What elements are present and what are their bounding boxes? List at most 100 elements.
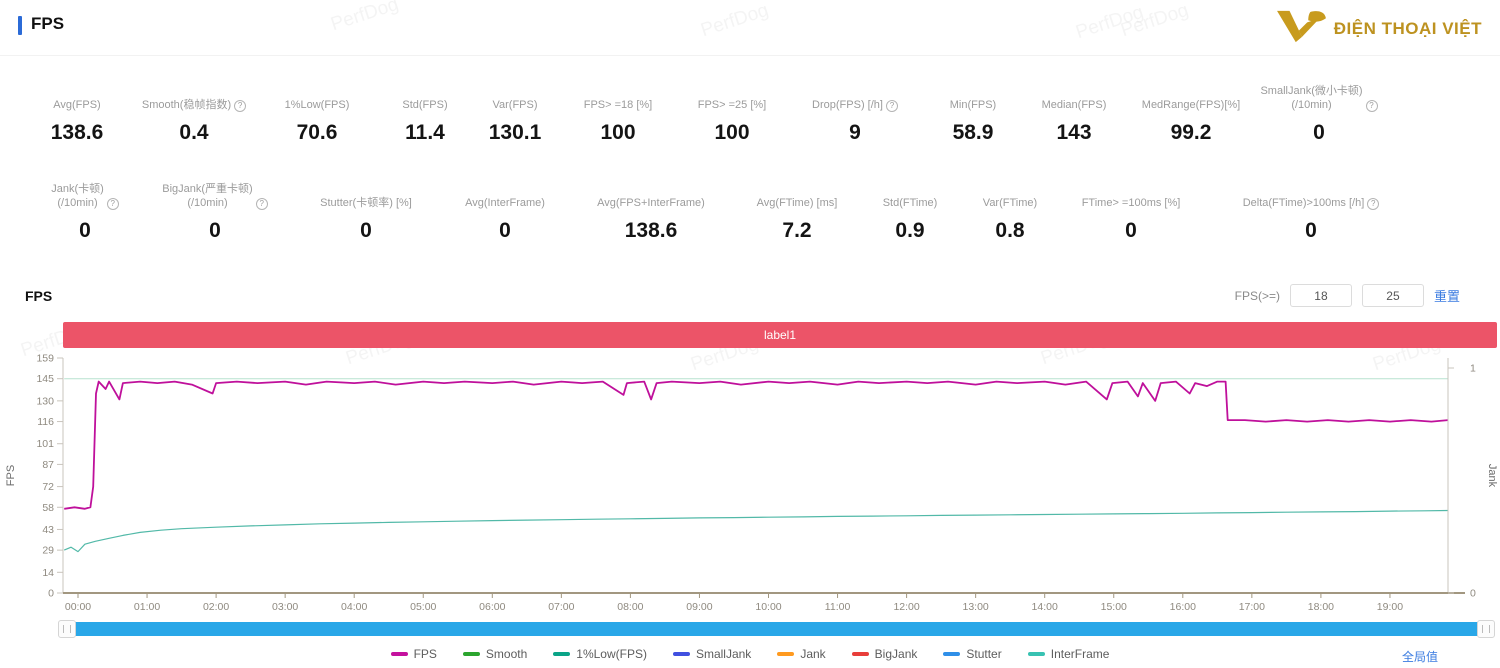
legend-item-1%low-fps-[interactable]: 1%Low(FPS) bbox=[553, 647, 647, 661]
legend-item-jank[interactable]: Jank bbox=[777, 647, 826, 661]
legend-label: Jank bbox=[800, 647, 826, 661]
axis-tick-label: 07:00 bbox=[548, 601, 574, 613]
title-accent-bar bbox=[18, 16, 22, 35]
axis-tick-label: 03:00 bbox=[272, 601, 298, 613]
axis-tick-label: 01:00 bbox=[134, 601, 160, 613]
chart-range-scrollbar[interactable] bbox=[63, 622, 1492, 636]
chart-label-text: label1 bbox=[763, 328, 797, 342]
axis-tick-label: 72 bbox=[42, 481, 54, 493]
stat-label: FPS> =18 [%] bbox=[583, 99, 653, 111]
legend-swatch-icon bbox=[462, 652, 480, 656]
axis-tick-label: 0 bbox=[48, 588, 54, 600]
axis-tick-label: 15:00 bbox=[1101, 601, 1127, 613]
stat-label: Delta(FTime)>100ms [/h]? bbox=[1243, 182, 1380, 210]
stat-value: 0.8 bbox=[995, 219, 1025, 242]
stat-1%low-fps-: 1%Low(FPS) 70.6 bbox=[252, 84, 382, 145]
stat-value: 9 bbox=[849, 121, 861, 144]
stat-value: 0 bbox=[209, 219, 221, 242]
stat-label: Var(FPS) bbox=[492, 99, 538, 111]
axis-tick-label: 1 bbox=[1470, 363, 1476, 375]
reset-link[interactable]: 重置 bbox=[1433, 289, 1460, 304]
fps-time-chart[interactable]: 0 14 29 43 58 72 87 101 116 130 145 159 0 1 00:00 01:00… bbox=[0, 352, 1500, 620]
legend-item-stutter[interactable]: Stutter bbox=[943, 647, 1002, 661]
axis-tick-label: 11:00 bbox=[825, 601, 851, 613]
stat-value: 0 bbox=[499, 219, 511, 242]
stat-value: 0 bbox=[1305, 219, 1317, 242]
stat-stutter-%-: Stutter(卡顿率) [%] 0 bbox=[278, 182, 454, 243]
stat-label: Stutter(卡顿率) [%] bbox=[320, 197, 412, 209]
question-icon[interactable]: ? bbox=[1367, 198, 1380, 210]
stat-value: 138.6 bbox=[624, 219, 678, 242]
stat-value: 0 bbox=[1125, 219, 1137, 242]
stat-label: Var(FTime) bbox=[982, 197, 1038, 209]
stat-avg-ftime-ms-: Avg(FTime) [ms] 7.2 bbox=[746, 182, 848, 243]
question-icon[interactable]: ? bbox=[1365, 100, 1378, 112]
axis-tick-label: 12:00 bbox=[893, 601, 919, 613]
stat-std-fps-: Std(FPS) 11.4 bbox=[382, 84, 468, 145]
question-icon[interactable]: ? bbox=[255, 198, 268, 210]
question-icon[interactable]: ? bbox=[106, 198, 119, 210]
chart-legend: FPS Smooth 1%Low(FPS) SmallJank Jank BigJank S… bbox=[0, 647, 1500, 661]
stat-label: Avg(FPS) bbox=[53, 99, 101, 111]
stat-ftime-100ms-%-: FTime> =100ms [%] 0 bbox=[1048, 182, 1214, 243]
axis-tick-label: 06:00 bbox=[479, 601, 505, 613]
axis-tick-label: 101 bbox=[36, 438, 54, 450]
stat-value: 0.9 bbox=[895, 219, 925, 242]
legend-label: SmallJank bbox=[695, 647, 752, 661]
axis-tick-label: 08:00 bbox=[617, 601, 643, 613]
brand-logo-text: ĐIỆN THOẠI VIỆT bbox=[1333, 18, 1482, 38]
stat-median-fps-: Median(FPS) 143 bbox=[1026, 84, 1122, 145]
question-icon[interactable]: ? bbox=[885, 100, 898, 112]
legend-item-bigjank[interactable]: BigJank bbox=[851, 647, 917, 661]
axis-tick-label: 19:00 bbox=[1377, 601, 1403, 613]
stat-value: 100 bbox=[714, 121, 750, 144]
stat-jank-10min-: Jank(卡顿) (/10min)? 0 bbox=[18, 182, 152, 243]
brand-logo: ĐIỆN THOẠI VIỆT bbox=[1276, 6, 1482, 51]
axis-tick-label: 87 bbox=[42, 459, 54, 471]
legend-item-smalljank[interactable]: SmallJank bbox=[672, 647, 752, 661]
stat-bigjank-10min-: BigJank(严重卡顿) (/10min)? 0 bbox=[152, 182, 278, 243]
stat-value: 0 bbox=[360, 219, 372, 242]
legend-swatch-icon bbox=[943, 652, 961, 656]
fps-threshold-input-2[interactable] bbox=[1361, 284, 1424, 307]
stat-label: 1%Low(FPS) bbox=[284, 99, 350, 111]
axis-tick-label: 116 bbox=[37, 416, 54, 428]
axis-tick-label: 14:00 bbox=[1032, 601, 1058, 613]
series-line-interframe bbox=[63, 509, 1449, 553]
axis-tick-label: 0 bbox=[1470, 588, 1476, 600]
fps-threshold-input-1[interactable] bbox=[1289, 284, 1352, 307]
stat-label: Jank(卡顿) (/10min)? bbox=[51, 182, 119, 210]
stat-label: Min(FPS) bbox=[949, 99, 997, 111]
stat-label: Median(FPS) bbox=[1041, 99, 1107, 111]
scrollbar-right-handle[interactable] bbox=[1477, 620, 1495, 638]
axis-tick-label: Jank bbox=[1486, 464, 1498, 488]
stat-value: 11.4 bbox=[405, 121, 445, 144]
brand-logo-icon bbox=[1276, 6, 1328, 51]
scrollbar-left-handle[interactable] bbox=[58, 620, 76, 638]
legend-swatch-icon bbox=[777, 652, 795, 656]
stat-avg-fps-interframe-: Avg(FPS+InterFrame) 138.6 bbox=[556, 182, 746, 243]
legend-swatch-icon bbox=[1027, 652, 1045, 656]
legend-item-fps[interactable]: FPS bbox=[390, 647, 437, 661]
legend-swatch-icon bbox=[672, 652, 690, 656]
stat-min-fps-: Min(FPS) 58.9 bbox=[920, 84, 1026, 145]
stat-label: MedRange(FPS)[%] bbox=[1141, 99, 1241, 111]
axis-tick-label: 58 bbox=[42, 502, 54, 514]
legend-item-smooth[interactable]: Smooth bbox=[462, 647, 527, 661]
stat-label: FTime> =100ms [%] bbox=[1081, 197, 1181, 209]
stat-var-fps-: Var(FPS) 130.1 bbox=[468, 84, 562, 145]
axis-tick-label: 145 bbox=[36, 373, 54, 385]
axis-tick-label: 09:00 bbox=[686, 601, 712, 613]
stat-fps-18-%-: FPS> =18 [%] 100 bbox=[562, 84, 674, 145]
legend-item-interframe[interactable]: InterFrame bbox=[1027, 647, 1109, 661]
stats-row-2: Jank(卡顿) (/10min)? 0 BigJank(严重卡顿) (/10min… bbox=[18, 182, 1418, 243]
axis-tick-label: 29 bbox=[42, 545, 54, 557]
axis-tick-label: 18:00 bbox=[1308, 601, 1334, 613]
global-values-link[interactable]: 全局值 bbox=[1401, 650, 1438, 664]
grip-icon bbox=[1482, 625, 1490, 633]
axis-tick-label: 43 bbox=[42, 524, 54, 536]
legend-label: FPS bbox=[413, 647, 437, 661]
question-icon[interactable]: ? bbox=[234, 100, 247, 112]
legend-swatch-icon bbox=[851, 652, 869, 656]
axis-tick-label: 159 bbox=[36, 353, 54, 365]
